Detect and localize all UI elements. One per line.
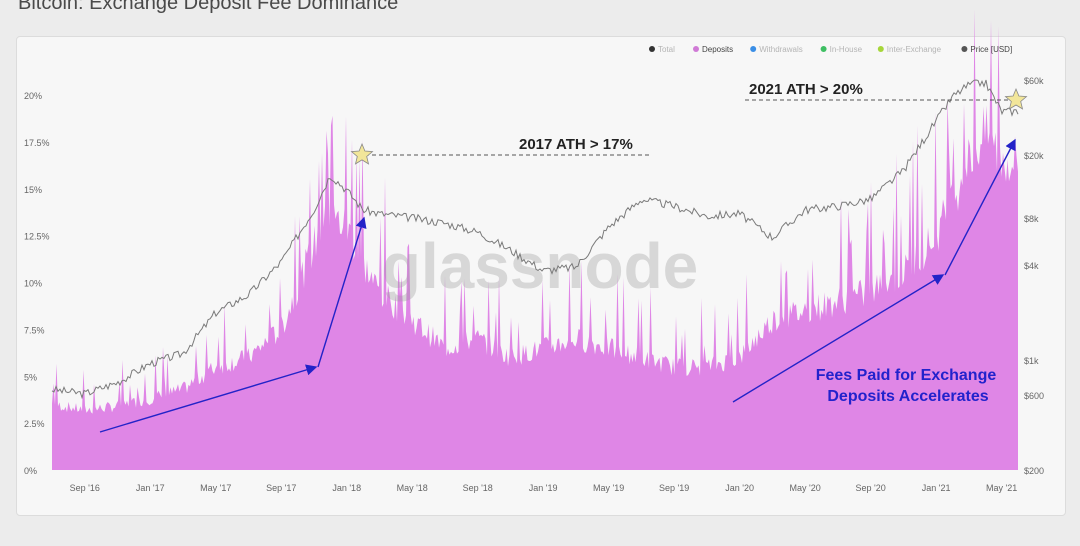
x-tick-label: Sep '17 — [266, 483, 296, 493]
legend-marker — [961, 46, 968, 52]
legend-label: Deposits — [702, 45, 733, 54]
ath-2017-star — [350, 142, 374, 165]
x-tick-label: Jan '18 — [332, 483, 361, 493]
y-right-tick-label: $200 — [1024, 466, 1044, 476]
x-tick-label: May '17 — [200, 483, 231, 493]
price-line — [51, 79, 1019, 400]
legend-label: Inter-Exchange — [887, 45, 942, 54]
x-tick-label: May '21 — [986, 483, 1017, 493]
y-right-tick-label: $600 — [1024, 391, 1044, 401]
x-tick-label: Sep '19 — [659, 483, 689, 493]
note-line-1: Fees Paid for Exchange — [816, 367, 997, 384]
y-right-tick-label: $1k — [1024, 356, 1039, 366]
y-left-tick-label: 5% — [24, 372, 37, 382]
x-tick-label: Jan '17 — [136, 483, 165, 493]
watermark: glassnode — [382, 230, 699, 302]
legend-marker — [693, 46, 699, 52]
trend-arrow — [732, 274, 945, 403]
x-tick-label: Sep '18 — [463, 483, 493, 493]
y-left-tick-label: 20% — [24, 91, 42, 101]
y-left-tick-label: 2.5% — [24, 419, 45, 429]
y-left-tick-label: 0% — [24, 466, 37, 476]
legend-marker — [649, 46, 655, 52]
x-tick-label: Sep '16 — [70, 483, 100, 493]
footer-strip — [16, 526, 1064, 546]
legend-label: Withdrawals — [759, 45, 803, 54]
y-left-tick-label: 17.5% — [24, 138, 50, 148]
x-tick-label: May '18 — [397, 483, 428, 493]
y-right-tick-label: $8k — [1024, 214, 1039, 224]
legend-label: In-House — [830, 45, 863, 54]
y-left-tick-label: 12.5% — [24, 232, 50, 242]
trend-arrow — [317, 216, 367, 368]
legend-marker — [750, 46, 757, 52]
y-left-tick-label: 7.5% — [24, 325, 45, 335]
x-tick-label: Jan '19 — [529, 483, 558, 493]
y-left-tick-label: 10% — [24, 279, 42, 289]
x-tick-label: Jan '21 — [922, 483, 951, 493]
y-right-tick-label: $60k — [1024, 76, 1044, 86]
x-tick-label: Sep '20 — [856, 483, 886, 493]
legend-label: Price [USD] — [970, 45, 1012, 54]
ath-2021-star — [1004, 87, 1028, 110]
chart-title: Bitcoin: Exchange Deposit Fee Dominance — [18, 0, 399, 14]
x-tick-label: May '19 — [593, 483, 624, 493]
y-left-tick-label: 15% — [24, 185, 42, 195]
x-tick-label: Jan '20 — [725, 483, 754, 493]
y-right-tick-label: $20k — [1024, 151, 1044, 161]
deposits-area — [52, 9, 1018, 470]
legend-marker — [877, 46, 884, 52]
legend-marker — [820, 46, 827, 52]
ath-2021-label: 2021 ATH > 20% — [749, 81, 863, 98]
y-right-tick-label: $4k — [1024, 261, 1039, 271]
note-line-2: Deposits Accelerates — [827, 388, 988, 405]
trend-arrow — [99, 364, 318, 433]
legend-label: Total — [658, 45, 675, 54]
x-tick-label: May '20 — [790, 483, 821, 493]
trend-arrow — [944, 138, 1016, 276]
ath-2017-label: 2017 ATH > 17% — [519, 136, 633, 153]
